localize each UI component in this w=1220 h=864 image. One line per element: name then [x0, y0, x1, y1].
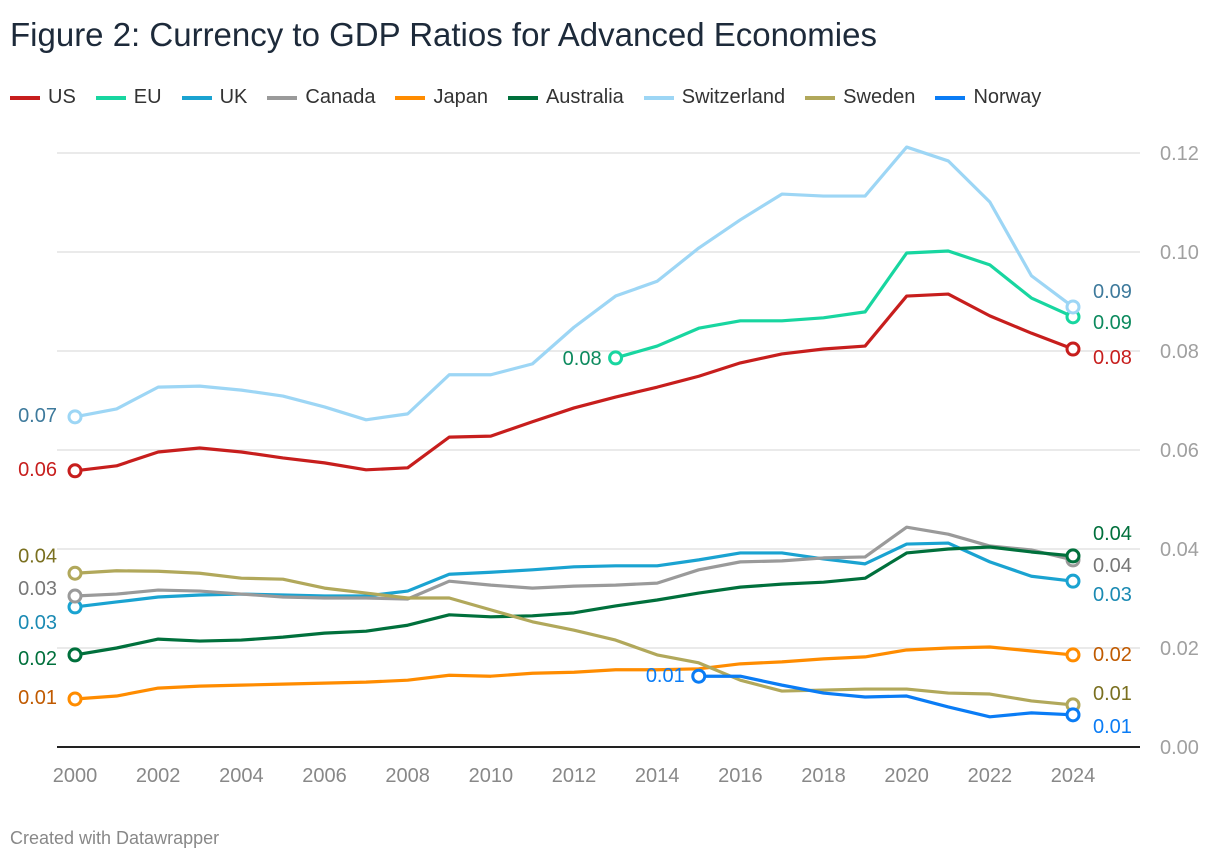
series-line-switzerland — [74, 145, 1074, 422]
start-value-label: 0.08 — [563, 348, 602, 370]
x-tick-label: 2012 — [552, 765, 597, 787]
end-point-marker — [1065, 707, 1081, 723]
series-line-eu — [615, 249, 1074, 360]
x-tick-label: 2020 — [884, 765, 929, 787]
legend-item-australia: Australia — [507, 86, 624, 109]
legend-swatch — [805, 95, 836, 100]
legend-item-uk: UK — [181, 86, 248, 109]
legend-label: Japan — [433, 86, 488, 108]
legend-label: EU — [133, 86, 162, 108]
start-value-label: 0.06 — [18, 459, 57, 481]
start-value-label: 0.07 — [18, 405, 57, 427]
start-value-label: 0.03 — [18, 578, 57, 600]
x-tick-label: 2024 — [1051, 765, 1096, 787]
series-line-canada — [74, 525, 1074, 601]
start-point-marker — [67, 691, 83, 707]
end-value-label: 0.09 — [1093, 281, 1132, 303]
legend-item-eu: EU — [95, 86, 162, 109]
end-value-label: 0.04 — [1093, 555, 1132, 577]
legend-item-japan: Japan — [395, 86, 488, 109]
y-tick-label: 0.02 — [1160, 638, 1199, 660]
legend: US EU UK Canada Japan Australia Switzerland Swe… — [10, 86, 1061, 109]
start-point-marker — [691, 668, 707, 684]
x-tick-label: 2006 — [302, 765, 347, 787]
x-tick-label: 2008 — [385, 765, 430, 787]
series-line-sweden — [74, 569, 1074, 707]
end-value-label: 0.01 — [1093, 683, 1132, 705]
legend-swatch — [267, 95, 298, 100]
y-tick-label: 0.00 — [1160, 737, 1199, 759]
x-tick-label: 2004 — [219, 765, 264, 787]
end-value-label: 0.09 — [1093, 312, 1132, 334]
start-point-marker — [67, 647, 83, 663]
x-tick-label: 2010 — [469, 765, 514, 787]
legend-label: Australia — [545, 86, 624, 108]
legend-swatch — [95, 95, 126, 100]
legend-item-canada: Canada — [267, 86, 375, 109]
start-point-marker — [67, 565, 83, 581]
legend-label: Norway — [973, 86, 1042, 108]
x-tick-label: 2002 — [136, 765, 181, 787]
end-value-label: 0.02 — [1093, 644, 1132, 666]
end-point-marker — [1065, 548, 1081, 564]
end-value-label: 0.04 — [1093, 523, 1132, 545]
end-point-marker — [1065, 341, 1081, 357]
end-point-marker — [1065, 299, 1081, 315]
x-tick-label: 2016 — [718, 765, 763, 787]
y-tick-label: 0.12 — [1160, 143, 1199, 165]
legend-swatch — [643, 95, 674, 100]
start-value-label: 0.01 — [18, 687, 57, 709]
end-value-label: 0.03 — [1093, 584, 1132, 606]
start-value-label: 0.02 — [18, 648, 57, 670]
series-line-australia — [74, 545, 1074, 657]
chart-title: Figure 2: Currency to GDP Ratios for Adv… — [10, 16, 877, 53]
legend-label: Canada — [305, 86, 376, 108]
series-line-us — [74, 292, 1074, 473]
legend-swatch — [507, 95, 538, 100]
start-point-marker — [67, 409, 83, 425]
end-value-label: 0.01 — [1093, 716, 1132, 738]
legend-label: UK — [219, 86, 248, 108]
y-tick-label: 0.06 — [1160, 440, 1199, 462]
x-tick-label: 2022 — [968, 765, 1013, 787]
legend-item-norway: Norway — [935, 86, 1041, 109]
legend-item-sweden: Sweden — [805, 86, 915, 109]
legend-swatch — [395, 95, 426, 100]
y-tick-label: 0.10 — [1160, 242, 1199, 264]
x-tick-label: 2000 — [53, 765, 98, 787]
y-tick-label: 0.08 — [1160, 341, 1199, 363]
legend-label: US — [48, 86, 76, 108]
end-point-marker — [1065, 573, 1081, 589]
legend-item-us: US — [10, 86, 76, 109]
series-line-japan — [74, 645, 1074, 701]
end-point-marker — [1065, 647, 1081, 663]
x-tick-label: 2014 — [635, 765, 680, 787]
start-point-marker — [608, 350, 624, 366]
start-point-marker — [67, 588, 83, 604]
legend-item-switzerland: Switzerland — [643, 86, 786, 109]
start-point-marker — [67, 463, 83, 479]
legend-swatch — [181, 95, 212, 100]
legend-swatch — [10, 95, 40, 100]
legend-label: Sweden — [843, 86, 916, 108]
y-tick-label: 0.04 — [1160, 539, 1199, 561]
legend-label: Switzerland — [681, 86, 786, 108]
footer-credit: Created with Datawrapper — [10, 828, 220, 848]
x-tick-label: 2018 — [801, 765, 846, 787]
end-value-label: 0.08 — [1093, 347, 1132, 369]
series-line-norway — [698, 674, 1074, 719]
legend-swatch — [935, 95, 966, 100]
start-value-label: 0.01 — [646, 665, 685, 687]
start-value-label: 0.04 — [18, 545, 57, 567]
start-value-label: 0.03 — [18, 612, 57, 634]
